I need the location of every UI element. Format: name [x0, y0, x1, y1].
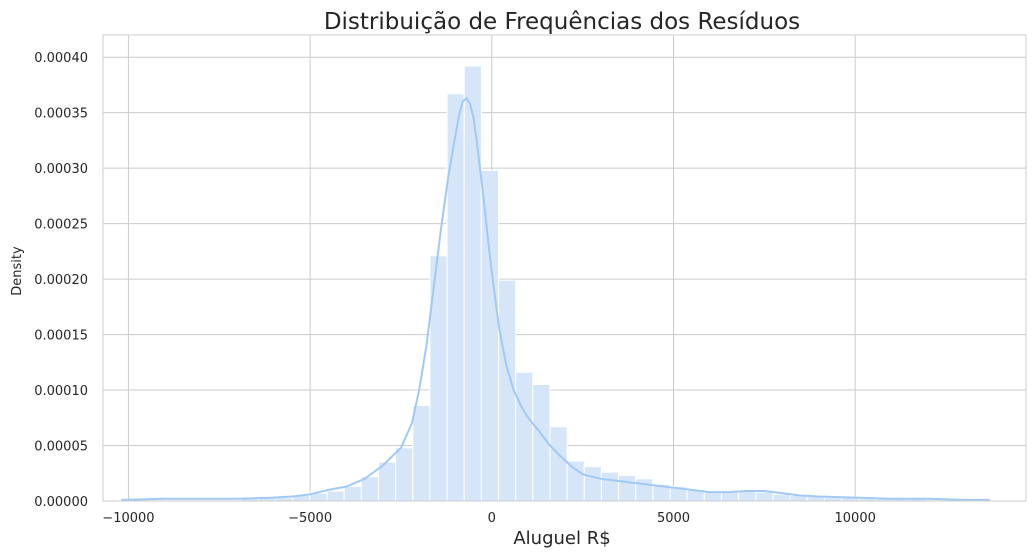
histogram-bar [360, 476, 379, 502]
histogram-bar [703, 491, 722, 502]
x-tick-label: −10000 [102, 511, 154, 526]
y-axis-label: Density [10, 246, 25, 296]
histogram-bar [772, 493, 791, 502]
plot-frame [102, 34, 1027, 502]
x-tick-label: 0 [488, 511, 496, 526]
histogram-bar [326, 490, 345, 502]
x-tick-label: 10000 [835, 511, 876, 526]
histogram-bar [412, 405, 431, 502]
y-tick-label: 0.00025 [34, 218, 88, 233]
x-tick-label: 5000 [657, 511, 690, 526]
grid [103, 35, 1026, 502]
y-tick-label: 0.00040 [34, 51, 88, 66]
histogram-bar [480, 169, 500, 502]
chart-title: Distribuição de Frequências dos Resíduos [324, 9, 800, 35]
histogram-bar [549, 426, 568, 502]
histogram-bar [395, 447, 414, 502]
histogram-bar [515, 371, 534, 502]
histogram-bar [618, 474, 637, 502]
y-tick-label: 0.00015 [34, 329, 88, 344]
histogram-bar [566, 460, 585, 502]
x-axis-label: Aluguel R$ [513, 528, 610, 549]
x-tick-label: −5000 [288, 511, 332, 526]
y-tick-label: 0.00035 [34, 107, 88, 122]
y-tick-label: 0.00005 [34, 440, 88, 455]
histogram-bar [446, 93, 465, 502]
y-tick-labels: 0.00000 0.00005 0.00010 0.00015 0.00020 0.000… [34, 51, 88, 510]
y-tick-label: 0.00020 [34, 273, 88, 288]
histogram-bar [635, 478, 654, 502]
histogram-bar [755, 491, 774, 502]
kde-line [121, 96, 990, 501]
histogram-bar [463, 65, 482, 502]
histogram-bar [343, 486, 362, 502]
x-tick-labels: −10000 −5000 0 5000 10000 [102, 511, 876, 526]
histogram-bar [600, 471, 620, 502]
y-tick-label: 0.00010 [34, 384, 88, 399]
y-tick-label: 0.00000 [34, 495, 88, 510]
y-tick-label: 0.00030 [34, 162, 88, 177]
histogram-bar [583, 466, 602, 502]
